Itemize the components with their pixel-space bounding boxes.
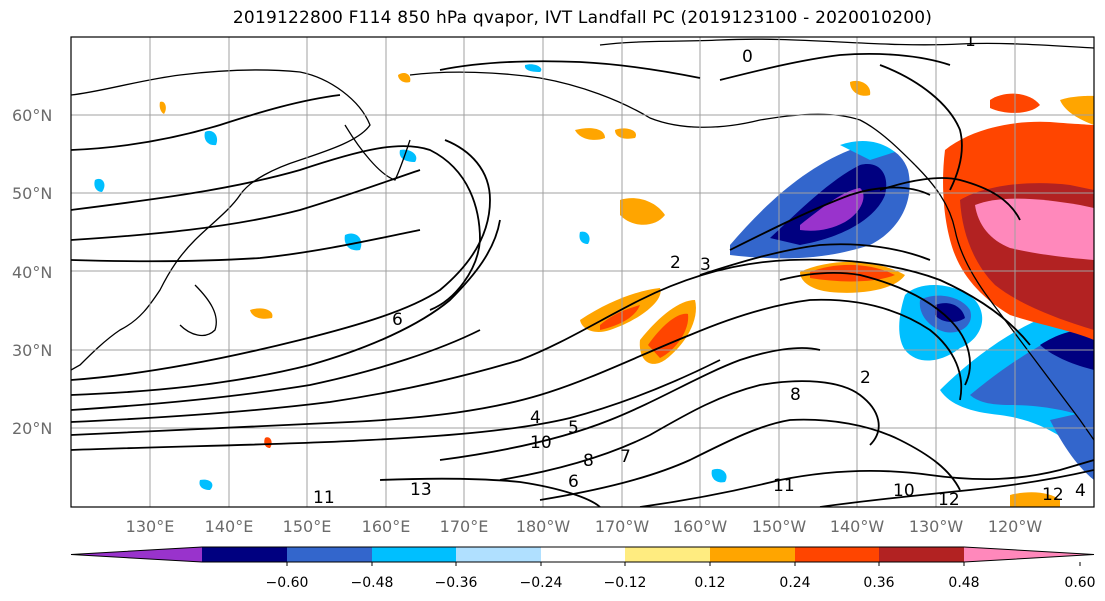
colorbar-segment xyxy=(456,547,541,562)
lon-label: 120°W xyxy=(988,517,1043,536)
contour-label: 5 xyxy=(568,418,579,438)
lat-label-40: 40°N xyxy=(12,263,52,282)
colorbar-segment xyxy=(372,547,456,562)
contour-label: 12 xyxy=(1042,485,1064,505)
contour-label: 4 xyxy=(530,408,541,428)
contour-line xyxy=(71,298,963,436)
lat-label-20: 20°N xyxy=(12,419,52,438)
contour-line xyxy=(71,219,501,396)
contour-label: 13 xyxy=(410,480,432,500)
arctic-coast xyxy=(599,38,1094,49)
colorbar-tick-label: −0.60 xyxy=(266,575,309,591)
contour-label: 11 xyxy=(313,488,335,508)
contour-line xyxy=(71,94,341,151)
contour-line xyxy=(71,139,491,381)
contour-line xyxy=(699,243,931,276)
contour-label: 0 xyxy=(742,47,753,67)
lon-label: 170°W xyxy=(595,517,650,536)
contour-line xyxy=(879,177,1021,221)
colorbar-tick-label: −0.36 xyxy=(435,575,478,591)
contour-line xyxy=(379,477,601,507)
colorbar-tick-label: 0.24 xyxy=(779,575,810,591)
contour-line xyxy=(779,272,971,386)
contour-label: 6 xyxy=(568,472,579,492)
colorbar-segment xyxy=(879,547,964,562)
colorbar-tick-label: 0.36 xyxy=(863,575,894,591)
colorbar-segment xyxy=(287,547,372,562)
lon-label: 160°E xyxy=(362,517,411,536)
contour-label: 10 xyxy=(530,433,552,453)
contour-label: 11 xyxy=(773,476,795,496)
contour-line xyxy=(71,169,421,241)
colorbar-segment xyxy=(541,547,625,562)
contour-label: 7 xyxy=(620,447,631,467)
asia-coast xyxy=(71,69,371,371)
lon-label: 150°E xyxy=(283,517,332,536)
contour-line xyxy=(71,258,1031,423)
colorbar-segment xyxy=(795,547,879,562)
contour-label: 2 xyxy=(860,368,871,388)
lat-label-50: 50°N xyxy=(12,184,52,203)
alaska-coast xyxy=(409,71,916,166)
contour-line xyxy=(71,145,481,311)
colorbar-tick-label: 0.12 xyxy=(694,575,725,591)
contour-label: 12 xyxy=(938,490,960,510)
ivt-contours xyxy=(71,53,1094,507)
colorbar-segment xyxy=(625,547,710,562)
colorbar-outline xyxy=(70,546,1095,563)
latitude-labels: 60°N 50°N 40°N 30°N 20°N xyxy=(12,106,52,438)
colorbar-tick-label: −0.24 xyxy=(520,575,563,591)
lon-label: 170°E xyxy=(440,517,489,536)
contour-label: 4 xyxy=(1075,481,1086,501)
contour-line xyxy=(439,60,701,79)
colorbar-extend-max xyxy=(964,547,1094,562)
contour-line xyxy=(71,329,481,411)
lon-label: 130°W xyxy=(909,517,964,536)
lat-label-60: 60°N xyxy=(12,106,52,125)
map-panel: 0 1 2 3 4 5 6 8 10 11 12 13 7 2 8 10 11 … xyxy=(71,31,1094,510)
contour-line xyxy=(71,359,721,451)
contour-label: 8 xyxy=(790,385,801,405)
contour-line xyxy=(729,186,931,251)
graticule xyxy=(71,37,1094,507)
lon-label: 160°W xyxy=(673,517,728,536)
contour-line xyxy=(499,380,880,481)
colorbar-tick-label: 0.60 xyxy=(1064,575,1095,591)
colorbar-tick-label: −0.12 xyxy=(604,575,647,591)
lon-label: 180°W xyxy=(516,517,571,536)
north-america-coast xyxy=(914,164,1094,441)
colorbar-segment xyxy=(710,547,795,562)
contour-line xyxy=(439,347,821,461)
contour-line xyxy=(819,469,1094,507)
colorbar-tick-label: −0.48 xyxy=(351,575,394,591)
contour-label: 1 xyxy=(965,31,976,51)
kamchatka-coast xyxy=(344,124,411,181)
contour-line xyxy=(879,64,963,191)
lon-label: 140°E xyxy=(205,517,254,536)
colorbar-extend-min xyxy=(71,547,202,562)
map-title: 2019122800 F114 850 hPa qvapor, IVT Land… xyxy=(232,8,933,28)
lon-label: 130°E xyxy=(126,517,175,536)
colorbar-tick-label: 0.48 xyxy=(948,575,979,591)
colorbar: −0.60 −0.48 −0.36 −0.24 −0.12 0.12 0.24 0.36 0.4… xyxy=(70,546,1096,591)
contour-line xyxy=(719,53,951,81)
contour-label: 3 xyxy=(700,255,711,275)
lat-label-30: 30°N xyxy=(12,341,52,360)
contour-label: 10 xyxy=(893,481,915,501)
contour-line xyxy=(639,459,1094,507)
japan-coast xyxy=(179,284,217,337)
contour-line xyxy=(539,418,961,501)
coastlines xyxy=(71,38,1094,441)
lon-label: 150°W xyxy=(752,517,807,536)
lon-label: 140°W xyxy=(830,517,885,536)
contour-label: 2 xyxy=(670,253,681,273)
contour-label: 6 xyxy=(392,310,403,330)
colorbar-segment xyxy=(202,547,287,562)
contour-line xyxy=(71,229,421,263)
contour-label: 8 xyxy=(583,451,594,471)
map-frame xyxy=(70,36,1095,508)
longitude-labels: 130°E 140°E 150°E 160°E 170°E 180°W 170°… xyxy=(126,517,1043,536)
contour-labels: 0 1 2 3 4 5 6 8 10 11 12 13 7 2 8 10 11 … xyxy=(313,31,1086,510)
